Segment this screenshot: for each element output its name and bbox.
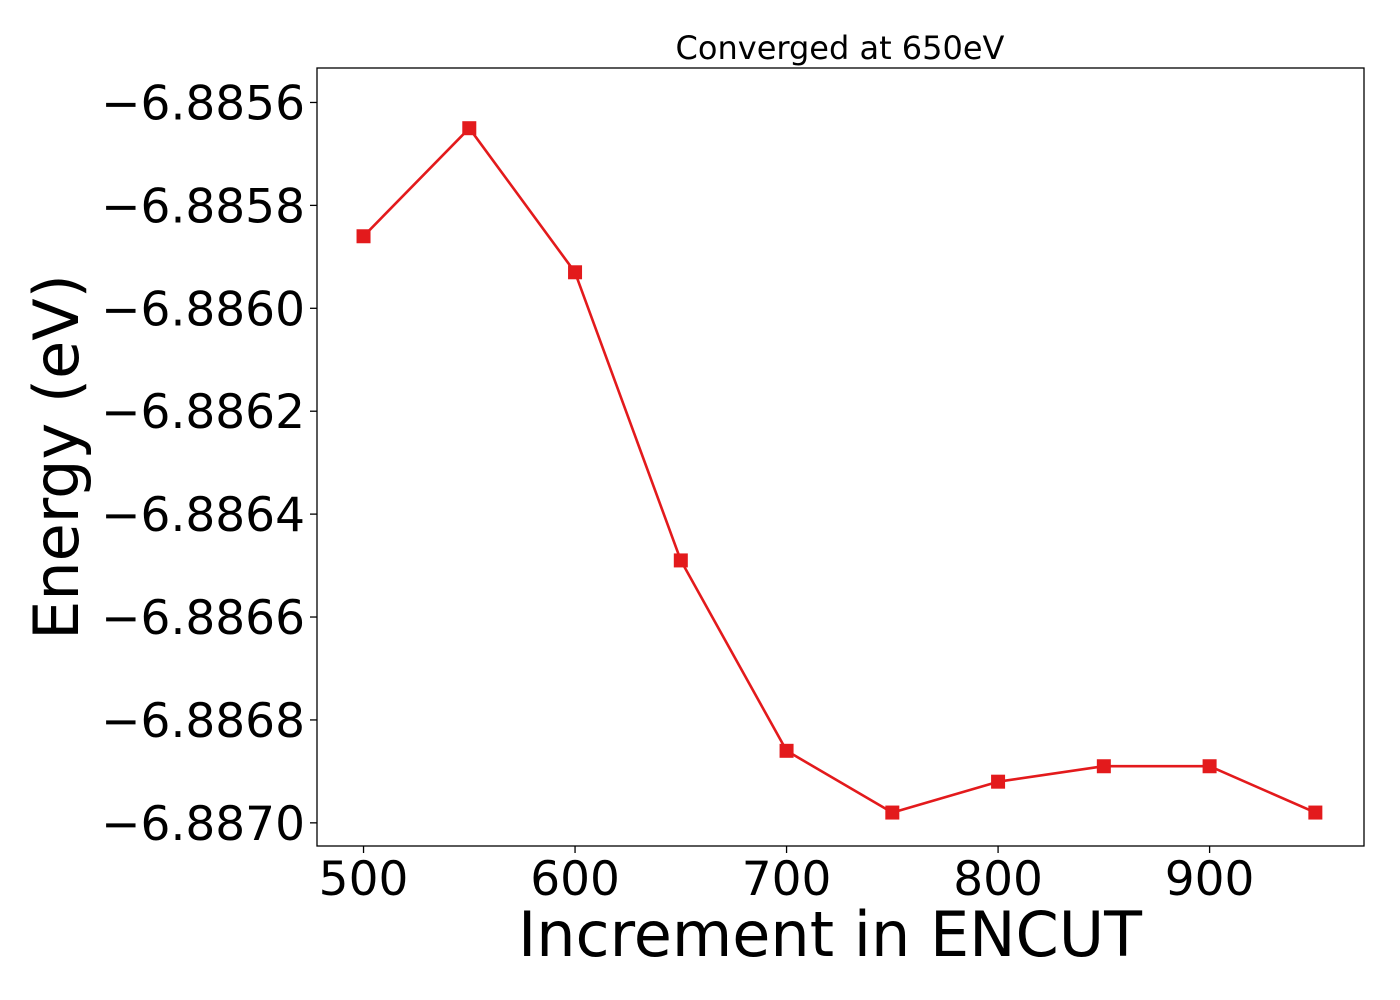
- data-point: [356, 229, 371, 244]
- y-tick-label: −6.8860: [101, 282, 305, 337]
- data-point: [779, 743, 794, 758]
- y-tick-label: −6.8866: [101, 591, 305, 646]
- data-point: [991, 774, 1006, 789]
- data-point: [1096, 759, 1111, 774]
- data-point: [568, 265, 583, 280]
- y-tick-label: −6.8856: [101, 76, 305, 131]
- chart-title: Converged at 650eV: [676, 29, 1005, 67]
- x-tick-label: 500: [319, 852, 409, 907]
- data-point: [885, 805, 900, 820]
- y-axis-title: Energy (eV): [20, 274, 93, 640]
- y-tick-label: −6.8868: [101, 694, 305, 749]
- x-axis: 500 600 700 800 900: [319, 846, 1255, 907]
- plot-area: [316, 67, 1365, 847]
- x-axis-title: Increment in ENCUT: [518, 898, 1143, 971]
- series-layer: [356, 121, 1323, 820]
- series-line: [362, 126, 1316, 814]
- x-tick-label: 900: [1165, 852, 1255, 907]
- y-tick-label: −6.8858: [101, 179, 305, 234]
- y-tick-label: −6.8862: [101, 385, 305, 440]
- y-axis: −6.8856 −6.8858 −6.8860 −6.8862 −6.8864 −6.88…: [101, 76, 317, 852]
- data-point: [1308, 805, 1323, 820]
- y-tick-label: −6.8870: [101, 797, 305, 852]
- x-tick-label: 600: [530, 852, 620, 907]
- data-point: [1202, 759, 1217, 774]
- x-tick-label: 800: [953, 852, 1043, 907]
- data-point: [673, 553, 688, 568]
- data-point: [462, 121, 477, 136]
- y-tick-label: −6.8864: [101, 488, 305, 543]
- x-tick-label: 700: [742, 852, 832, 907]
